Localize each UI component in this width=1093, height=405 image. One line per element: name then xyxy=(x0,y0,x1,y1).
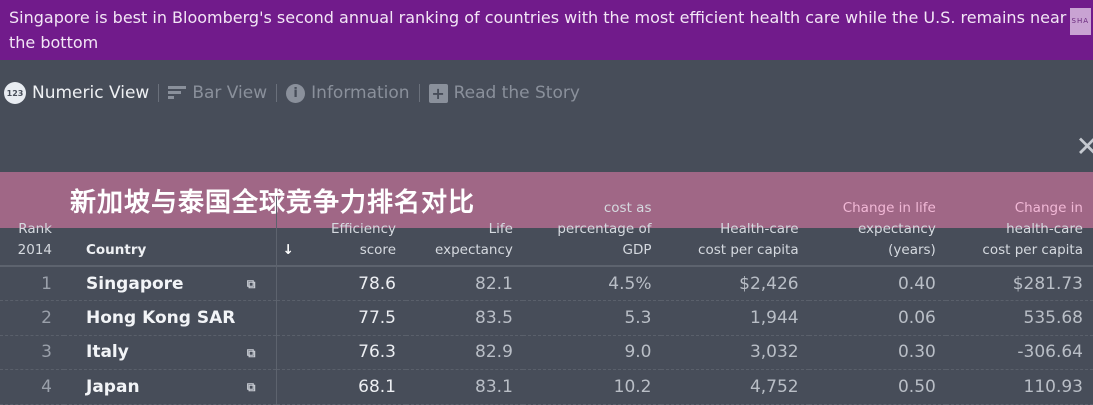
cell-cost: 3,032 xyxy=(661,335,809,370)
view-tabs: 123 Numeric View Bar View i Information + R… xyxy=(4,82,580,104)
divider xyxy=(276,84,278,102)
sort-arrow-icon: ↓ xyxy=(282,242,294,258)
external-link-icon[interactable]: ⧉ xyxy=(246,277,256,291)
header-life-expectancy[interactable]: Life expectancy xyxy=(406,196,523,267)
tab-label: Numeric View xyxy=(32,83,150,103)
cell-dcost: $281.73 xyxy=(945,266,1093,301)
123-icon: 123 xyxy=(4,82,26,104)
tab-information[interactable]: i Information xyxy=(286,83,410,103)
divider xyxy=(158,84,160,102)
share-button[interactable]: SHA xyxy=(1069,8,1091,35)
header-country[interactable]: Country xyxy=(64,196,277,267)
cell-dcost: -306.64 xyxy=(945,335,1093,370)
cell-gdp: 10.2 xyxy=(522,369,662,405)
header-cost-gdp[interactable]: cost as percentage of GDP xyxy=(522,196,662,267)
cell-rank: 1 xyxy=(0,266,64,301)
close-icon[interactable]: ✕ xyxy=(1075,130,1093,163)
header-cost-per-capita[interactable]: Health-care cost per capita xyxy=(661,196,809,267)
cell-dlife: 0.50 xyxy=(808,369,946,405)
cell-country: Italy ⧉ xyxy=(64,335,277,370)
tab-label: Information xyxy=(311,83,410,103)
cell-dlife: 0.06 xyxy=(808,300,946,336)
cell-eff: 78.6 xyxy=(276,266,406,301)
ranking-table: Rank 2014 Country ↓ Efficiency score Life ex… xyxy=(0,196,1093,405)
header-rank[interactable]: Rank 2014 xyxy=(0,196,64,267)
cell-country: Singapore ⧉ xyxy=(64,266,277,301)
table-row[interactable]: 1 Singapore ⧉ 78.6 82.1 4.5% $2,426 0.40 $281.73 xyxy=(0,266,1093,301)
tab-numeric-view[interactable]: 123 Numeric View xyxy=(4,82,149,104)
tab-label: Bar View xyxy=(192,83,268,103)
external-link-icon[interactable]: ⧉ xyxy=(246,345,256,360)
cell-country: Hong Kong SAR xyxy=(64,300,277,336)
table-row[interactable]: 3 Italy ⧉ 76.3 82.9 9.0 3,032 0.30 -306.64 xyxy=(0,335,1093,370)
cell-life: 83.1 xyxy=(406,369,523,405)
cell-gdp: 4.5% xyxy=(522,266,662,301)
cell-rank: 4 xyxy=(0,369,64,405)
cell-eff: 76.3 xyxy=(276,335,406,370)
cell-life: 83.5 xyxy=(406,300,523,336)
cell-cost: 4,752 xyxy=(661,369,809,405)
bar-chart-icon xyxy=(168,85,187,101)
external-link-icon[interactable]: ⧉ xyxy=(246,380,256,394)
table-row[interactable]: 2 Hong Kong SAR 77.5 83.5 5.3 1,944 0.06 535.68 xyxy=(0,300,1093,336)
table-row[interactable]: 4 Japan ⧉ 68.1 83.1 10.2 4,752 0.50 110.93 xyxy=(0,369,1093,405)
info-icon: i xyxy=(286,83,306,103)
divider xyxy=(418,84,420,102)
headline-bar: Singapore is best in Bloomberg's second … xyxy=(0,0,1093,60)
cell-dcost: 110.93 xyxy=(945,369,1093,405)
cell-gdp: 5.3 xyxy=(522,300,662,336)
cell-life: 82.9 xyxy=(406,335,523,370)
cell-cost: 1,944 xyxy=(661,300,809,336)
cell-life: 82.1 xyxy=(406,266,523,301)
header-change-life[interactable]: Change in life expectancy (years) xyxy=(808,196,946,267)
cell-country: Japan ⧉ xyxy=(64,369,277,405)
header-change-cost[interactable]: Change in health-care cost per capita xyxy=(945,196,1093,267)
cell-dlife: 0.30 xyxy=(808,335,946,370)
cell-eff: 68.1 xyxy=(276,369,406,405)
cell-dlife: 0.40 xyxy=(808,266,946,301)
cell-rank: 3 xyxy=(0,335,64,370)
cell-gdp: 9.0 xyxy=(522,335,662,370)
header-efficiency[interactable]: ↓ Efficiency score xyxy=(276,196,406,267)
cell-eff: 77.5 xyxy=(276,300,406,336)
cell-cost: $2,426 xyxy=(661,266,809,301)
cell-dcost: 535.68 xyxy=(945,300,1093,336)
cell-rank: 2 xyxy=(0,300,64,336)
headline: Singapore is best in Bloomberg's second … xyxy=(9,8,1067,52)
tab-bar-view[interactable]: Bar View xyxy=(168,83,267,103)
tab-label: Read the Story xyxy=(453,83,580,103)
table-header: Rank 2014 Country ↓ Efficiency score Life ex… xyxy=(0,196,1093,267)
plus-box-icon: + xyxy=(428,83,448,103)
tab-read-the-story[interactable]: + Read the Story xyxy=(428,83,580,103)
